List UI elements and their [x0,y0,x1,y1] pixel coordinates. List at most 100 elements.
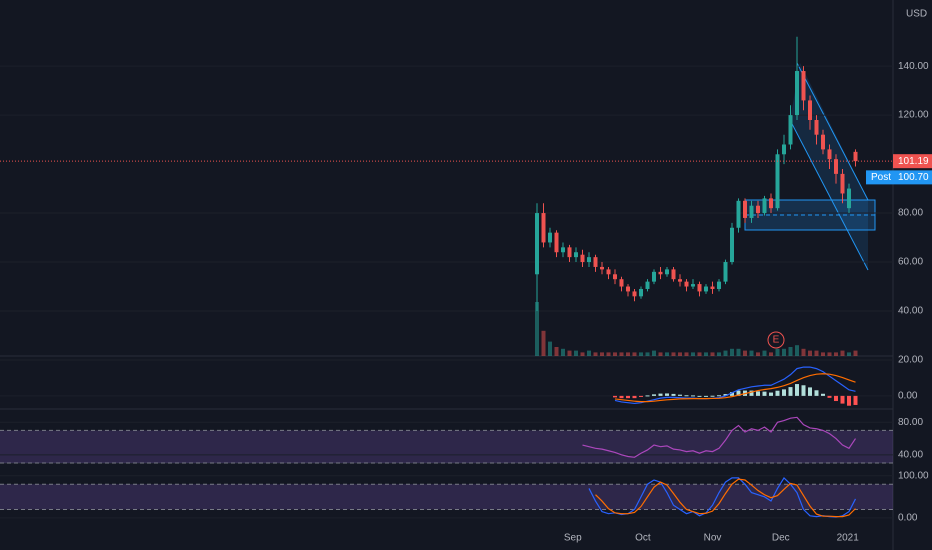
macd-histogram-bar [736,390,741,396]
macd-histogram-bar [723,394,728,396]
volume-bar [847,352,851,356]
candle-body [548,232,552,243]
candle-body [606,269,611,275]
candle-body [632,291,637,297]
earnings-marker[interactable] [767,331,785,349]
candle-body [723,262,728,282]
candle-body [717,281,721,289]
candle-body [652,271,656,282]
x-tick-label: 2021 [837,533,860,544]
macd-histogram-bar [613,395,617,398]
y-tick-label: 140.00 [898,61,929,72]
volume-bar [821,352,825,356]
macd-histogram-bar [769,392,773,396]
earnings-label[interactable]: E [773,335,780,346]
channel-line [789,119,869,271]
candle-body [535,213,539,275]
candle-body [580,254,585,263]
candle-body [788,115,793,145]
macd-histogram-bar [704,395,708,397]
candle-body [658,271,663,275]
volume-bar [665,352,669,356]
volume-bar [762,350,767,356]
macd-histogram-bar [678,394,682,396]
macd-histogram-bar [717,395,721,397]
candle-body [814,120,819,135]
candle-body [541,213,546,243]
volume-bar [834,352,838,356]
volume-bar [619,352,624,356]
volume-bar [723,350,728,356]
volume-bar [541,330,546,356]
macd-histogram-bar [684,395,689,397]
macd-histogram-bar [782,389,786,396]
last-price-label: 101.19 [898,156,929,167]
candle-body [834,159,838,174]
band-fill [0,484,893,510]
volume-bar [853,350,858,356]
y-tick-label: 80.00 [898,417,923,428]
volume-bar [730,348,734,356]
volume-bar [840,350,845,356]
volume-bar [600,352,604,356]
volume-bar [717,352,721,356]
macd-histogram-bar [814,390,819,396]
post-price-label: 100.70 [898,172,929,183]
candle-body [775,154,780,209]
candle-body [736,200,741,228]
candle-body [554,232,559,253]
macd-histogram-bar [801,385,806,396]
candle-body [567,247,572,258]
macd-histogram-bar [671,393,676,396]
macd-histogram-bar [840,395,845,404]
volume-bar [775,348,780,356]
macd-histogram-bar [762,391,767,396]
candle-body [593,257,598,267]
candle-body [665,269,669,275]
macd-histogram-bar [626,395,630,399]
candle-body [782,144,786,155]
signal-line [614,373,856,403]
volume-bar [626,352,630,356]
volume-bar [658,352,663,356]
post-price-box [866,170,932,185]
candle-body [756,205,760,214]
volume-bar [684,352,689,356]
x-tick-label: Oct [635,533,651,544]
channel-line [796,62,869,201]
candle-body [840,173,845,194]
stoch-k-line [588,476,857,518]
volume-bar [769,352,773,356]
candle-body [684,281,689,287]
candle-body [600,266,604,270]
x-tick-label: Sep [564,533,582,544]
volume-bar [561,348,565,356]
volume-bar [580,352,585,356]
macd-histogram-bar [847,395,851,406]
rsi-line [582,416,856,458]
y-tick-label: 0.00 [898,513,918,524]
candle-body [613,274,617,280]
macd-histogram-bar [632,395,637,399]
candle-body [626,286,630,292]
volume-bar [801,348,806,356]
volume-bar [613,352,617,356]
y-tick-label: 40.00 [898,449,923,460]
candle-body [587,257,591,263]
candle-body [561,247,565,253]
volume-bar [704,352,708,356]
volume-bar [587,350,591,356]
macd-histogram-bar [697,395,702,397]
volume-bar [749,350,754,356]
macd-histogram-bar [808,387,812,396]
macd-histogram-bar [853,395,858,405]
candle-body [671,269,676,280]
candle-body [795,71,799,116]
x-tick-label: Dec [772,533,790,544]
volume-bar [736,348,741,356]
macd-histogram-bar [652,394,656,396]
macd-histogram-bar [749,390,754,396]
volume-bar [697,352,702,356]
y-tick-label: 60.00 [898,257,923,268]
